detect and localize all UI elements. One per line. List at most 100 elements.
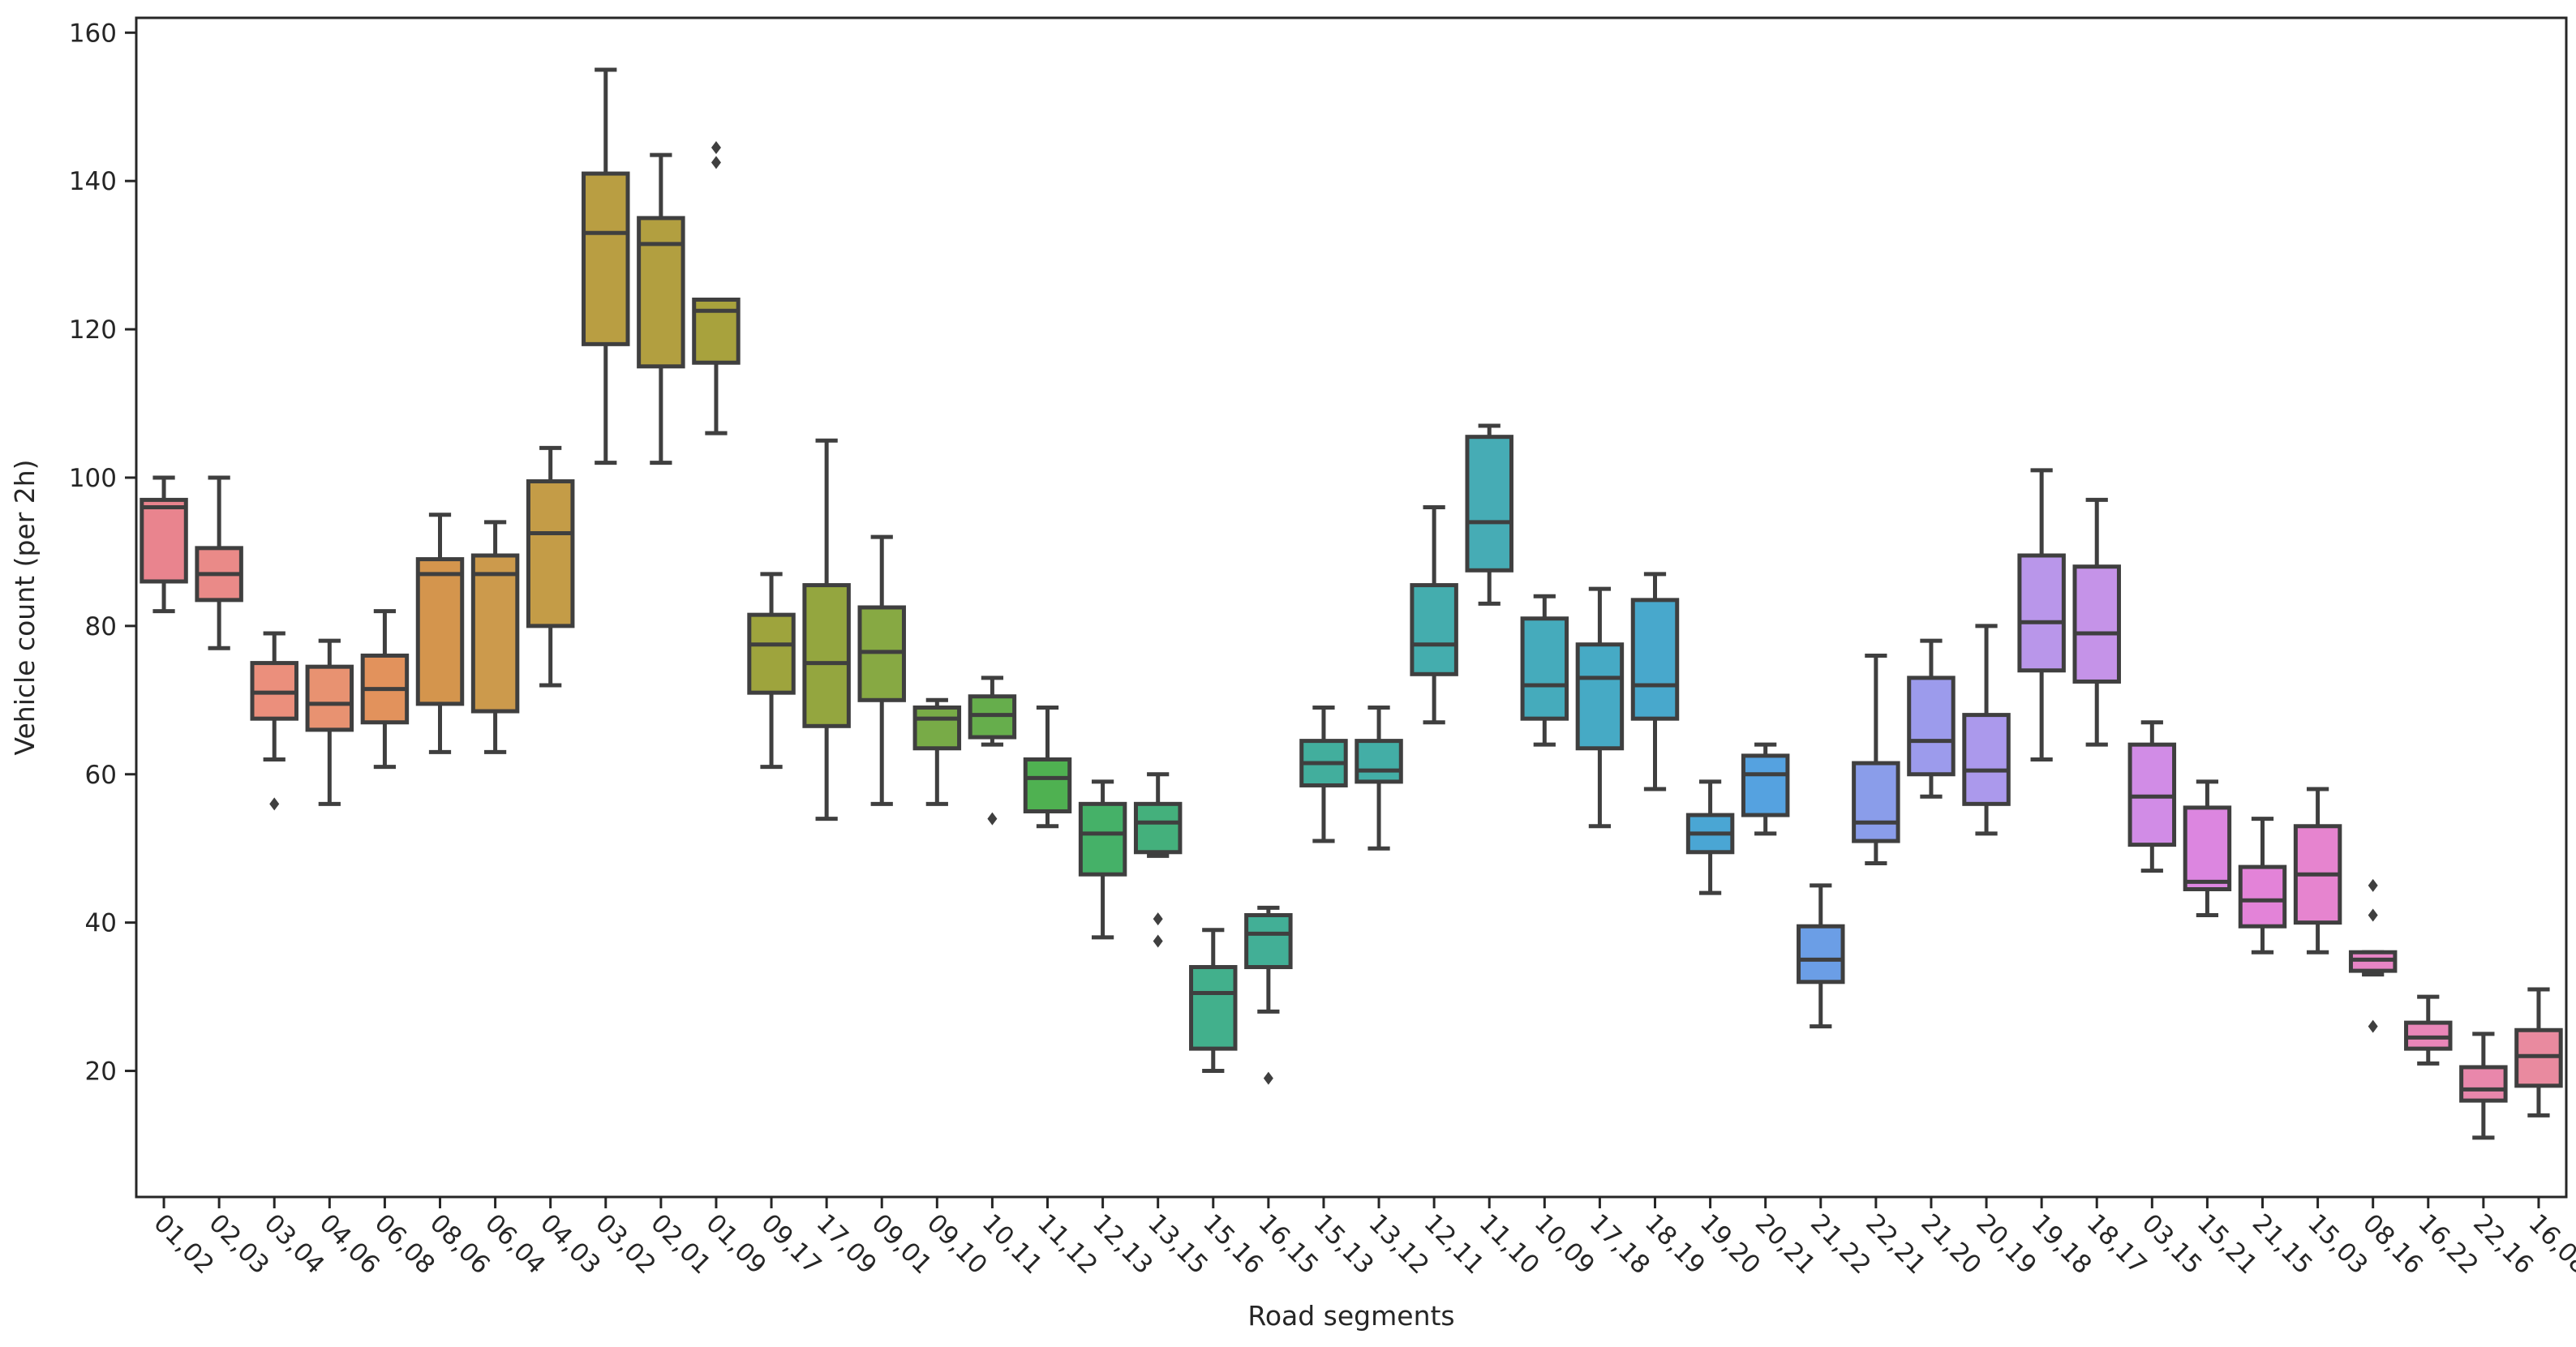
box-22-21 [1852, 653, 1900, 865]
box-20-21 [1741, 742, 1790, 836]
box-15-21 [2183, 779, 2232, 918]
x-axis-label: Road segments [1247, 1300, 1454, 1332]
box-09-17 [747, 572, 796, 770]
outlier-point [2368, 878, 2378, 892]
box-iqr [1133, 801, 1183, 855]
box-iqr [2183, 805, 2232, 891]
x-tick-label: 02,03 [203, 1208, 274, 1280]
y-tick-label: 80 [85, 612, 117, 641]
outlier-point [2368, 1019, 2378, 1033]
box-iqr [1575, 642, 1625, 751]
box-17-18 [1575, 586, 1625, 829]
x-tick-label: 18,19 [1639, 1208, 1711, 1280]
box-iqr [802, 583, 851, 728]
x-tick-label: 10,09 [1529, 1208, 1600, 1280]
box-iqr [747, 612, 796, 695]
box-12-11 [1410, 505, 1458, 725]
x-tick-label: 03,04 [259, 1208, 330, 1280]
box-06-08 [360, 609, 410, 770]
x-axis: 01,0202,0303,0404,0606,0808,0606,0404,03… [148, 1197, 2576, 1280]
box-iqr [637, 216, 685, 369]
box-13-15 [1133, 772, 1183, 948]
box-iqr [1023, 757, 1072, 813]
box-02-03 [195, 475, 243, 650]
box-18-19 [1630, 572, 1680, 791]
x-tick-label: 21,22 [1805, 1208, 1876, 1280]
outlier-point [711, 141, 721, 155]
box-11-10 [1465, 423, 1513, 606]
x-tick-label: 15,03 [2302, 1208, 2373, 1280]
box-01-02 [140, 475, 188, 614]
x-tick-label: 17,09 [810, 1208, 882, 1280]
x-tick-label: 06,04 [479, 1208, 551, 1280]
x-tick-label: 19,18 [2025, 1208, 2097, 1280]
box-22-16 [2459, 1032, 2508, 1140]
outlier-point [987, 812, 998, 826]
x-tick-label: 16,08 [2522, 1208, 2576, 1280]
x-tick-label: 21,15 [2247, 1208, 2318, 1280]
x-tick-label: 15,16 [1197, 1208, 1269, 1280]
box-iqr [1962, 713, 2011, 806]
x-tick-label: 12,11 [1418, 1208, 1489, 1280]
box-04-03 [526, 445, 575, 688]
box-19-20 [1685, 779, 1735, 895]
x-tick-label: 09,10 [921, 1208, 993, 1280]
box-08-06 [415, 513, 465, 754]
box-21-20 [1907, 638, 1956, 799]
plot-frame [135, 16, 2568, 1199]
box-06-04 [470, 520, 520, 754]
box-15-16 [1189, 928, 1238, 1074]
y-tick-label: 40 [85, 909, 117, 938]
box-iqr [305, 664, 354, 732]
box-10-11 [968, 676, 1017, 826]
x-tick-label: 16,15 [1252, 1208, 1324, 1280]
box-iqr [415, 557, 465, 706]
x-tick-label: 11,12 [1032, 1208, 1103, 1280]
box-iqr [1244, 913, 1293, 970]
box-21-22 [1797, 883, 1845, 1029]
box-16-22 [2404, 994, 2453, 1066]
box-18-17 [2072, 497, 2121, 747]
box-19-18 [2017, 468, 2066, 761]
outlier-point [711, 156, 721, 169]
outlier-point [269, 797, 280, 811]
x-tick-label: 01,02 [148, 1208, 219, 1280]
box-iqr [526, 479, 575, 628]
x-tick-label: 13,12 [1363, 1208, 1434, 1280]
box-20-19 [1962, 624, 2011, 836]
outlier-point [1263, 1071, 1273, 1085]
box-iqr [1907, 676, 1956, 777]
x-tick-label: 13,15 [1142, 1208, 1213, 1280]
y-tick-label: 160 [69, 19, 117, 48]
x-tick-label: 20,19 [1970, 1208, 2041, 1280]
y-tick-label: 60 [85, 761, 117, 790]
box-iqr [2072, 564, 2121, 684]
x-tick-label: 06,08 [369, 1208, 440, 1280]
y-axis: 20 40 60 80 100 120 140 160 [69, 19, 136, 1087]
box-iqr [2238, 864, 2287, 929]
box-iqr [2459, 1065, 2508, 1103]
box-iqr [1410, 583, 1458, 676]
box-03-02 [582, 67, 630, 465]
box-11-12 [1023, 705, 1072, 829]
box-16-15 [1244, 905, 1293, 1085]
x-tick-label: 09,01 [866, 1208, 938, 1280]
box-01-09 [692, 141, 741, 435]
box-10-09 [1520, 594, 1569, 747]
box-iqr [1078, 801, 1127, 877]
box-iqr [1465, 435, 1513, 573]
outlier-point [1153, 912, 1163, 926]
x-tick-label: 16,22 [2412, 1208, 2484, 1280]
box-iqr [1797, 924, 1845, 985]
box-iqr [912, 705, 962, 751]
x-tick-label: 04,06 [314, 1208, 385, 1280]
x-tick-label: 03,15 [2136, 1208, 2208, 1280]
x-tick-label: 20,21 [1750, 1208, 1821, 1280]
x-tick-label: 19,20 [1694, 1208, 1766, 1280]
outlier-point [1153, 934, 1163, 948]
x-tick-label: 10,11 [977, 1208, 1048, 1280]
box-iqr [470, 553, 520, 714]
box-16-08 [2514, 987, 2563, 1117]
x-tick-label: 22,16 [2467, 1208, 2539, 1280]
x-tick-label: 18,17 [2081, 1208, 2153, 1280]
